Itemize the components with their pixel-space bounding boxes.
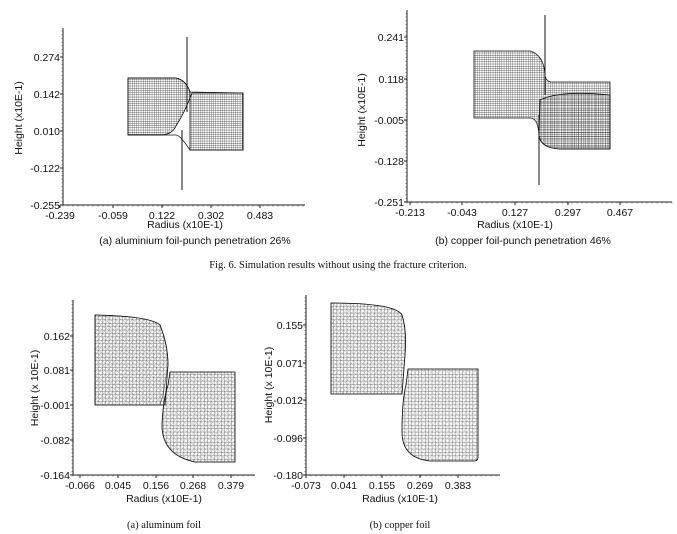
deformed-mesh: [330, 302, 479, 462]
deformed-mesh: [473, 50, 611, 150]
y-tick-label: -0.012: [273, 395, 303, 407]
mesh-region: [161, 371, 236, 463]
x-tick-label: 0.297: [555, 207, 581, 219]
y-tick-label: -0.255: [30, 200, 60, 212]
x-tick-label: 0.467: [607, 207, 633, 219]
y-tick-label: 0.162: [44, 331, 70, 343]
y-tick-label: 0.071: [277, 358, 303, 370]
panel-caption: (a) aluminum foil: [127, 520, 201, 531]
x-tick-label: 0.122: [149, 210, 175, 222]
y-tick-label: -0.128: [374, 156, 404, 168]
x-axis-label: Radius (x10E-1): [477, 219, 553, 231]
x-axis-label: Radius (x10E-1): [147, 219, 223, 231]
x-tick-label: 0.155: [369, 480, 395, 492]
x-tick-label: 0.156: [143, 480, 169, 492]
x-tick-label: -0.213: [395, 207, 425, 219]
x-axis-label: Radius (x10E-1): [362, 493, 438, 505]
x-tick-label: 0.379: [218, 480, 244, 492]
y-tick-label: 0.142: [34, 89, 60, 101]
y-tick-label: 0.118: [379, 74, 405, 86]
y-axis-label: Height (x 10E-1): [263, 347, 275, 423]
y-tick-label: -0.180: [273, 470, 303, 482]
x-tick-label: -0.043: [447, 207, 477, 219]
simulation-panel-4: 0.155 0.071 -0.012 -0.096 -0.180-0.073 0.041 0…: [263, 295, 500, 531]
x-tick-label: -0.066: [65, 480, 95, 492]
figure-caption: Fig. 6. Simulation results without using…: [209, 260, 467, 271]
mesh-region: [127, 77, 244, 151]
deformed-mesh: [94, 314, 236, 463]
y-tick-label: -0.096: [273, 433, 303, 445]
y-tick-label: 0.081: [44, 365, 70, 377]
x-axis-label: Radius (x10E-1): [126, 493, 202, 505]
deformed-mesh: [127, 77, 244, 151]
mesh-region: [538, 92, 611, 150]
y-tick-label: -0.001: [40, 400, 70, 412]
y-tick-label: -0.005: [374, 115, 404, 127]
simulation-panel-2: 0.241 0.118 -0.005 -0.128 -0.251-0.213 -0.043…: [356, 10, 673, 247]
panel-caption: (a) aluminium foil-punch penetration 26%: [99, 235, 290, 247]
mesh-region: [127, 77, 244, 151]
x-tick-label: -0.059: [98, 210, 128, 222]
y-axis-label: Height (x10E-1): [356, 73, 368, 147]
x-tick-label: 0.127: [502, 207, 528, 219]
x-tick-label: 0.483: [247, 210, 273, 222]
y-axis-label: Height (x 10E-1): [29, 350, 41, 426]
y-tick-label: -0.082: [40, 435, 70, 447]
x-tick-label: 0.383: [445, 480, 471, 492]
y-tick-label: -0.122: [30, 163, 60, 175]
simulation-panel-1: 0.274 0.142 0.010 -0.122 -0.255-0.239 -0.059 0…: [13, 28, 305, 247]
y-tick-label: -0.251: [374, 197, 404, 209]
x-tick-label: -0.239: [45, 210, 75, 222]
simulation-panel-3: 0.162 0.081 -0.001 -0.082 -0.164-0.066 0.045 0…: [29, 300, 255, 531]
x-tick-label: 0.269: [407, 480, 433, 492]
y-tick-label: -0.164: [40, 470, 70, 482]
y-tick-label: 0.010: [34, 126, 60, 138]
panel-caption: (b) copper foil: [370, 520, 431, 531]
y-tick-label: 0.241: [378, 32, 404, 44]
y-axis-label: Height (x10E-1): [13, 81, 25, 155]
mesh-region: [94, 314, 169, 406]
mesh-region: [401, 368, 479, 462]
x-tick-label: 0.041: [331, 480, 357, 492]
x-tick-label: 0.045: [105, 480, 131, 492]
x-tick-label: -0.073: [291, 480, 321, 492]
y-tick-label: 0.155: [277, 320, 303, 332]
x-tick-label: 0.302: [198, 210, 224, 222]
mesh-region: [330, 302, 406, 395]
panel-caption: (b) copper foil-punch penetration 46%: [435, 235, 611, 247]
x-tick-label: 0.268: [180, 480, 206, 492]
y-tick-label: 0.274: [34, 52, 60, 64]
